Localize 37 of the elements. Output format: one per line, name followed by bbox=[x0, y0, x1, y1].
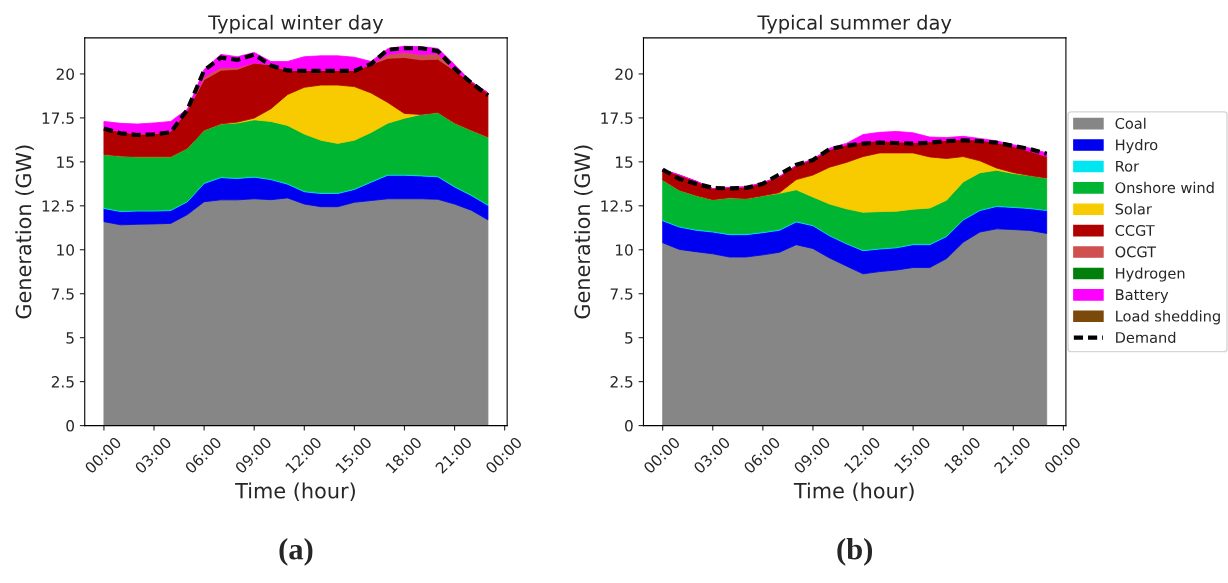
legend-label: Hydro bbox=[1116, 139, 1158, 154]
x-axis-title: Time (hour) bbox=[793, 482, 914, 502]
y-tick-label: 7.5 bbox=[610, 288, 633, 300]
y-tick-label: 17.5 bbox=[42, 112, 74, 124]
y-tick-label: 20 bbox=[56, 68, 74, 80]
text: (a) bbox=[279, 538, 313, 566]
y-tick-label: 15 bbox=[615, 156, 633, 168]
text: (b) bbox=[837, 538, 873, 566]
y-tick-label: 10 bbox=[615, 244, 633, 256]
legend-label: Coal bbox=[1115, 117, 1146, 129]
y-tick-label: 0 bbox=[66, 420, 74, 432]
legend-label: OCGT bbox=[1115, 246, 1157, 258]
y-tick-label: 17.5 bbox=[601, 112, 633, 124]
y-tick-label: 12.5 bbox=[42, 200, 74, 212]
y-tick-label: 0 bbox=[625, 420, 633, 432]
legend-label: Ror bbox=[1116, 160, 1140, 172]
y-tick-label: 2.5 bbox=[610, 376, 633, 388]
y-tick-label: 10 bbox=[57, 244, 74, 256]
legend-label: Solar bbox=[1115, 203, 1152, 215]
y-axis-title: Generation (GW) bbox=[15, 145, 34, 319]
legend-label: Hydrogen bbox=[1116, 267, 1185, 282]
legend-label: Onshore wind bbox=[1115, 181, 1214, 194]
y-tick-label: 5 bbox=[66, 332, 74, 344]
y-tick-label: 20 bbox=[615, 68, 633, 80]
legend-label: Battery bbox=[1116, 289, 1169, 304]
chart-title: Typical summer day bbox=[757, 14, 952, 34]
y-tick-label: 12.5 bbox=[601, 200, 633, 212]
y-tick-label: 2.5 bbox=[51, 376, 74, 388]
legend-label: Demand bbox=[1116, 331, 1176, 343]
y-axis-title: Generation (GW) bbox=[574, 145, 593, 319]
y-tick-label: 5 bbox=[625, 332, 633, 344]
x-axis-title: Time (hour) bbox=[235, 482, 355, 502]
y-tick-label: 7.5 bbox=[51, 288, 74, 300]
y-tick-label: 15 bbox=[57, 156, 74, 168]
legend-label: CCGT bbox=[1115, 224, 1155, 236]
legend-label: Load shedding bbox=[1116, 310, 1220, 325]
chart-title: Typical winter day bbox=[208, 14, 384, 34]
